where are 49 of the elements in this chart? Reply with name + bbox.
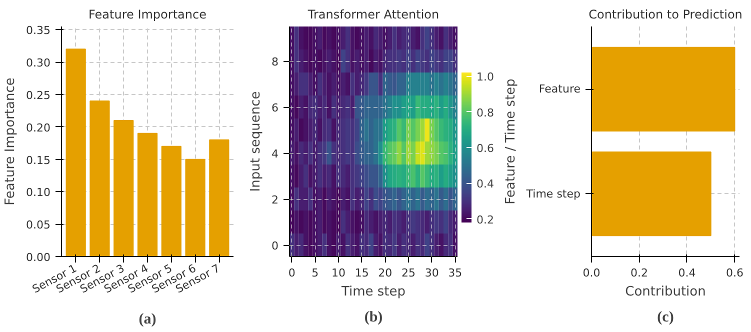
- x-tick-label: 20: [378, 266, 392, 280]
- y-tick-label: 0.05: [26, 218, 51, 232]
- x-tick-label: 5: [312, 266, 319, 280]
- bar: [161, 146, 182, 256]
- y-tick-label: 0.10: [26, 186, 51, 200]
- bar: [209, 139, 230, 256]
- y-tick-label: 0.35: [26, 24, 51, 38]
- y-axis-title: Feature / Time step: [503, 78, 518, 204]
- y-tick-label: 0.20: [26, 121, 51, 134]
- x-tick-label: 0.0: [582, 266, 600, 280]
- chart-title: Feature Importance: [88, 8, 206, 22]
- x-axis-title: Contribution: [625, 284, 706, 300]
- x-tick-label: 25: [402, 266, 416, 280]
- x-tick-label: 0.2: [630, 266, 648, 280]
- color-bar-label: 1.0: [476, 70, 494, 84]
- text: (a): [138, 312, 156, 328]
- chart-title: Transformer Attention: [306, 8, 440, 22]
- y-tick-label: 0.00: [26, 251, 51, 264]
- color-bar-label: 0.4: [476, 178, 494, 191]
- y-tick-label: 4: [272, 148, 278, 160]
- x-tick-label: 30: [424, 266, 439, 280]
- y-tick-label: 0.25: [26, 89, 51, 102]
- y-tick-label: 0.15: [26, 154, 51, 167]
- x-tick-label: 35: [448, 266, 462, 280]
- y-axis-title: Feature Importance: [3, 78, 18, 206]
- y-tick-label: 6: [272, 102, 278, 114]
- bar: [90, 100, 110, 256]
- y-tick-label: 2: [272, 194, 278, 206]
- text: (b): [364, 310, 383, 326]
- text: (c): [657, 310, 674, 326]
- bar: [114, 120, 134, 256]
- bar: [137, 132, 158, 256]
- x-tick-label: 10: [332, 266, 346, 280]
- color-bar-label: 0.6: [476, 142, 494, 155]
- y-axis-title: Input sequence: [248, 91, 264, 192]
- x-tick-label: 15: [354, 266, 369, 280]
- x-tick-label: 0: [288, 266, 296, 280]
- x-tick-label: 0.4: [678, 266, 696, 280]
- y-tick-label: 8: [272, 56, 278, 68]
- y-tick-label: Feature: [538, 82, 581, 96]
- y-tick-label: 0.30: [26, 56, 51, 70]
- x-tick-label: 0.6: [726, 266, 744, 280]
- bar: [66, 48, 86, 256]
- chart-title: Contribution to Prediction: [588, 8, 742, 22]
- x-axis-title: Time step: [340, 284, 406, 300]
- color-bar-label: 0.8: [476, 106, 494, 120]
- y-tick-label: 0: [272, 240, 278, 252]
- bar: [185, 158, 206, 256]
- color-bar-label: 0.2: [476, 213, 494, 226]
